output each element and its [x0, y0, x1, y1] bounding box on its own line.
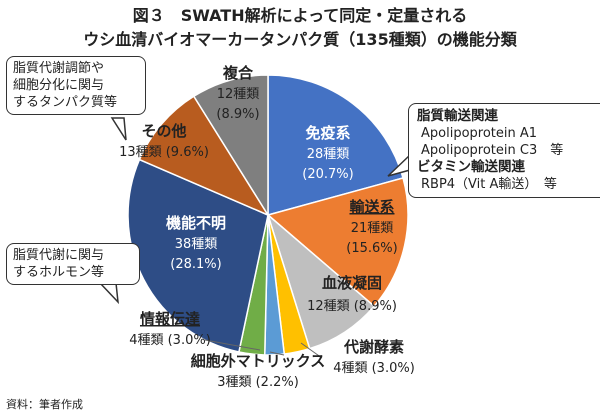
slice-7-count-label: 13種類 (9.6%) — [119, 144, 209, 160]
callout-transport: 脂質輸送関連 Apolipoprotein A1 Apolipoprotein … — [408, 103, 600, 198]
callout-other: 脂質代謝調節や 細胞分化に関与 するタンパク質等 — [6, 56, 146, 115]
source-note: 資料：筆者作成 — [6, 398, 83, 411]
slice-4-name-label: 細胞外マトリックス — [191, 352, 326, 370]
slice-8-pct-label: (8.9%) — [216, 107, 259, 122]
slice-4-count-label: 3種類 (2.2%) — [217, 374, 299, 390]
slice-1-wedge — [266, 177, 409, 308]
slice-3-count-label: 4種類 (3.0%) — [333, 360, 415, 376]
slice-1-name-label: 輸送系 — [349, 198, 394, 216]
slice-6-pct-label: (28.1%) — [170, 257, 221, 272]
callout-transport-line-1: Apolipoprotein A1 — [421, 126, 538, 141]
slice-1-pct-label: (15.6%) — [346, 241, 397, 256]
slice-0-count-label: 28種類 — [307, 146, 350, 162]
callout-function-unknown: 脂質代謝に関与 するホルモン等 — [6, 243, 140, 285]
slice-0-wedge — [267, 74, 404, 216]
slice-8-name-label: 複合 — [222, 64, 254, 82]
figure-title: 図３ SWATH解析によって同定・定量される ウシ血清バイオマーカータンパク質（… — [0, 4, 600, 52]
callout-other-pointer — [110, 117, 127, 141]
title-line-1: 図３ SWATH解析によって同定・定量される — [132, 6, 468, 25]
callout-other-line-2: 細胞分化に関与 — [13, 78, 105, 93]
slice-7-wedge — [138, 95, 270, 217]
callout-other-line-1: 脂質代謝調節や — [13, 61, 105, 76]
slice-3-leader-line — [300, 342, 323, 359]
slice-7-name-label: その他 — [141, 122, 186, 140]
slice-4-leader-line — [269, 351, 285, 356]
slice-8-count-label: 12種類 — [217, 86, 260, 102]
slice-6-wedge — [127, 158, 269, 353]
callout-transport-line-3: RBP4（Vit A輸送） 等 — [421, 177, 557, 192]
slice-5-leader-line — [204, 339, 261, 351]
callout-transport-line-2: Apolipoprotein C3 等 — [421, 143, 564, 158]
slice-8-wedge — [192, 74, 269, 218]
slice-0-name-label: 免疫系 — [305, 124, 350, 142]
slice-5-name-label: 情報伝達 — [140, 310, 200, 328]
callout-function-pointer — [98, 282, 119, 305]
slice-0-pct-label: (20.7%) — [302, 167, 353, 182]
slice-2-count-label: 12種類 (8.9%) — [307, 298, 397, 314]
title-line-2: ウシ血清バイオマーカータンパク質（135種類）の機能分類 — [83, 30, 517, 49]
callout-other-line-3: するタンパク質等 — [13, 95, 118, 110]
slice-1-count-label: 21種類 — [351, 220, 394, 236]
slice-2-name-label: 血液凝固 — [322, 274, 382, 292]
slice-3-name-label: 代謝酵素 — [343, 338, 404, 356]
slice-6-count-label: 38種類 — [175, 236, 218, 252]
callout-transport-heading-1: 脂質輸送関連 — [417, 108, 498, 124]
callout-transport-heading-2: ビタミン輸送関連 — [417, 159, 525, 175]
callout-function-line-2: するホルモン等 — [13, 265, 105, 280]
slice-5-count-label: 4種類 (3.0%) — [129, 332, 211, 348]
callout-function-line-1: 脂質代謝に関与 — [13, 248, 105, 263]
slice-6-name-label: 機能不明 — [166, 214, 226, 232]
